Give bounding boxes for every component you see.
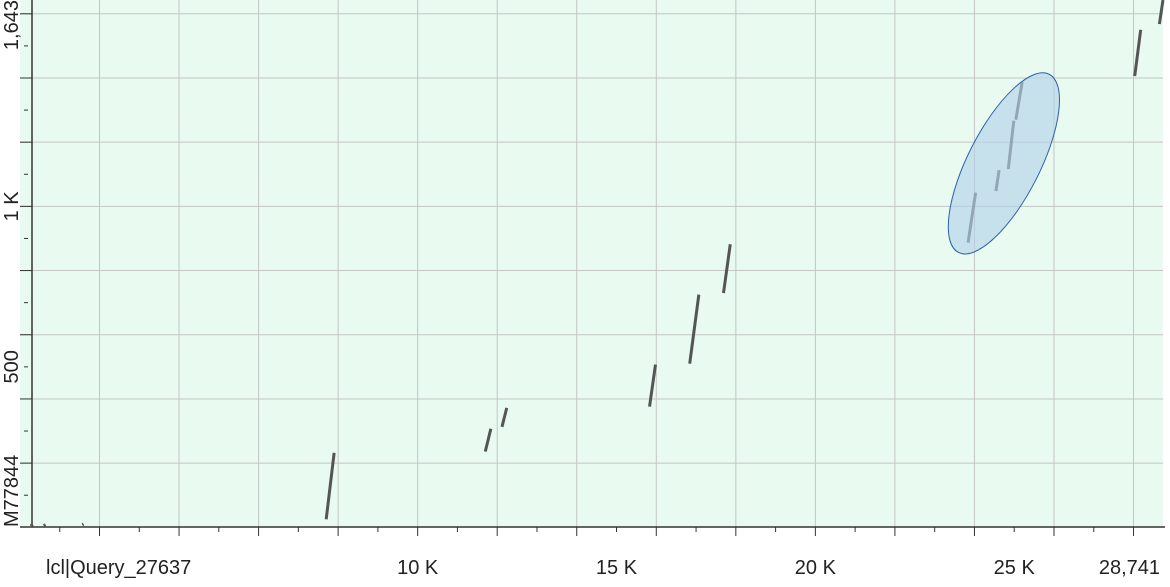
y-tick-label: 1,643 <box>1 0 23 50</box>
plot-area[interactable] <box>20 0 1163 527</box>
x-tick-label: 10 K <box>397 557 439 579</box>
x-tick-label: 15 K <box>596 557 638 579</box>
alignment-segment <box>324 452 336 520</box>
alignment-segment <box>722 244 732 294</box>
x-tick-label: 25 K <box>994 557 1036 579</box>
axis-labels: 10 K 15 K 20 K 25 K 28,741 500 1 K 1,643 <box>1 0 1160 579</box>
alignment-segment <box>648 364 657 407</box>
y-tick-label: 1 K <box>1 191 23 222</box>
axis-ticks <box>20 13 1135 536</box>
grid-layer <box>20 0 1163 527</box>
x-axis-title: lcl|Query_27637 <box>46 557 191 579</box>
alignment-segment <box>483 428 493 452</box>
y-axis-title: M77844 <box>1 455 23 527</box>
alignment-segment <box>29 523 34 528</box>
alignment-segment <box>1133 29 1143 77</box>
y-tick-label: 500 <box>1 350 23 383</box>
x-tick-label: 20 K <box>795 557 837 579</box>
alignment-segment <box>42 523 47 528</box>
alignment-segment <box>81 522 85 527</box>
alignment-segment <box>1157 0 1165 25</box>
selection-ellipse[interactable] <box>926 58 1081 269</box>
alignment-segment <box>688 294 701 364</box>
x-tick-label: 28,741 <box>1099 557 1160 579</box>
alignment-segment <box>500 407 509 428</box>
